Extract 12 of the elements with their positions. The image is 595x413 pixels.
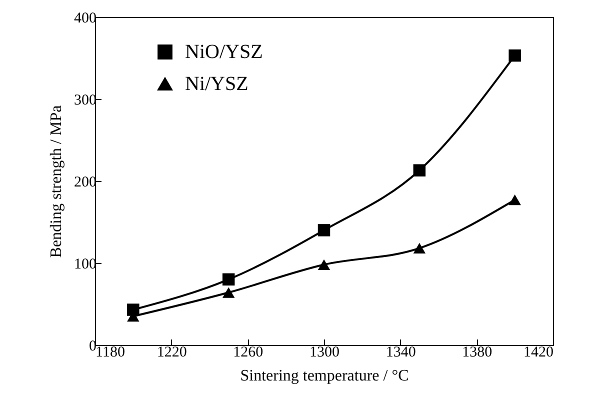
x-tick-label: 1420: [524, 344, 554, 360]
x-axis-title: Sintering temperature / °C: [240, 368, 409, 384]
x-tick-label: 1340: [386, 344, 416, 360]
x-tick-label: 1260: [233, 344, 264, 360]
x-tick-label: 1220: [156, 344, 187, 360]
x-tick-label: 1380: [462, 344, 492, 360]
y-tick-label: 400: [74, 10, 96, 26]
x-tick-label: 1300: [310, 344, 340, 360]
y-axis-title: Bending strength / MPa: [48, 105, 65, 258]
legend-label: Ni/YSZ: [185, 73, 248, 95]
x-tick-label: 1180: [96, 344, 125, 360]
legend-label: NiO/YSZ: [185, 41, 263, 63]
